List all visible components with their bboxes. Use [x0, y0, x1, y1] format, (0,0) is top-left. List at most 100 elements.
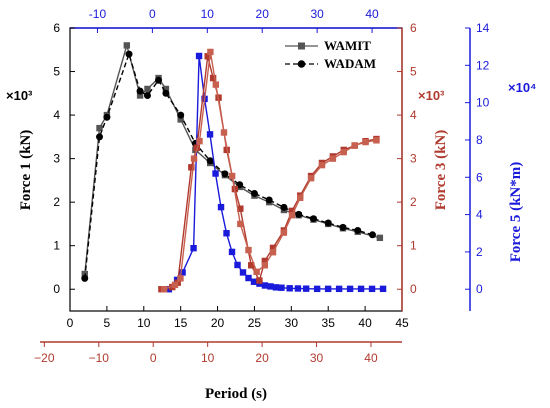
data-point — [144, 85, 151, 93]
data-point — [204, 53, 211, 60]
data-point — [272, 284, 280, 291]
data-point — [250, 278, 258, 285]
left-tick-label: 5 — [53, 65, 60, 79]
left-tick-label: 6 — [53, 21, 60, 35]
bottom-tick-label: 20 — [211, 316, 225, 330]
data-point — [136, 92, 144, 99]
data-point — [379, 285, 387, 293]
right2-tick-label: 8 — [476, 133, 483, 147]
data-point — [212, 81, 220, 88]
right2-axis-title: Force 5 (kN*m) — [508, 162, 524, 263]
top-tick-label: -10 — [89, 7, 107, 21]
data-point — [190, 155, 198, 162]
left-multiplier: ×10³ — [6, 88, 33, 103]
data-point — [248, 262, 255, 269]
bottom2-tick-label: 30 — [310, 351, 324, 365]
data-point — [280, 229, 288, 236]
data-point — [155, 76, 163, 84]
data-point — [253, 268, 260, 276]
left-tick-label: 3 — [53, 152, 60, 166]
right2-tick-label: 10 — [476, 96, 490, 110]
right1-tick-label: 6 — [410, 21, 417, 35]
data-point — [206, 131, 214, 138]
data-point — [261, 282, 269, 289]
legend: WAMIT WADAM — [285, 38, 376, 71]
data-point — [307, 175, 315, 182]
data-point — [162, 89, 170, 97]
data-point — [188, 164, 195, 171]
data-point — [368, 231, 376, 239]
data-point — [309, 215, 317, 223]
data-point — [313, 285, 321, 293]
data-point — [324, 285, 332, 293]
data-point — [286, 285, 293, 292]
right2-tick-label: 0 — [476, 282, 483, 296]
data-point — [302, 285, 310, 292]
data-point — [340, 148, 347, 156]
data-point — [217, 203, 225, 211]
right1-multiplier: ×10³ — [418, 88, 445, 103]
top-tick-label: 30 — [310, 7, 324, 21]
bottom-tick-label: 45 — [395, 316, 409, 330]
data-point — [339, 223, 347, 231]
left-axis-title: Force 1 (kN) — [18, 130, 34, 211]
data-point — [177, 116, 184, 123]
data-point — [245, 274, 252, 282]
data-point — [196, 138, 203, 145]
data-point — [351, 142, 358, 149]
data-point — [362, 138, 369, 146]
data-point — [103, 113, 111, 121]
right2-multiplier: ×10⁴ — [508, 80, 536, 95]
legend-marker-wamit — [298, 42, 305, 50]
right2-tick-label: 2 — [476, 245, 483, 259]
right1-tick-label: 3 — [410, 152, 417, 166]
x-axis-title: Period (s) — [205, 386, 267, 402]
series-line-3 — [161, 56, 377, 290]
bottom-tick-label: 25 — [248, 316, 262, 330]
right2-tick-label: 14 — [476, 21, 490, 35]
data-point — [324, 219, 332, 227]
data-point — [376, 234, 384, 242]
data-point — [267, 283, 274, 290]
data-point — [221, 170, 229, 178]
top-tick-label: 20 — [256, 7, 270, 21]
bottom-tick-label: 15 — [174, 316, 188, 330]
right1-tick-label: 2 — [410, 195, 417, 209]
right1-tick-label: 1 — [410, 239, 417, 253]
data-point — [329, 155, 337, 162]
bottom2-tick-label: 20 — [255, 351, 269, 365]
data-point — [165, 286, 173, 293]
data-point — [261, 257, 269, 265]
data-point — [318, 161, 326, 169]
bottom2-tick-label: 40 — [364, 351, 378, 365]
data-point — [190, 244, 197, 252]
right1-axis-title: Force 3 (kN) — [433, 130, 449, 211]
data-point — [239, 269, 247, 276]
bottom2-tick-label: −20 — [34, 351, 55, 365]
right1-tick-label: 0 — [410, 282, 417, 296]
right1-tick-label: 5 — [410, 65, 417, 79]
data-point — [136, 87, 144, 95]
data-point — [269, 244, 277, 252]
series-line-1 — [84, 51, 373, 279]
right2-tick-label: 4 — [476, 208, 483, 222]
bottom2-tick-label: 0 — [150, 351, 157, 365]
top-tick-label: 40 — [365, 7, 379, 21]
data-point — [288, 207, 296, 215]
left-tick-label: 0 — [53, 282, 60, 296]
bottom2-tick-label: −10 — [89, 351, 110, 365]
bottom-tick-label: 35 — [322, 316, 336, 330]
data-point — [143, 91, 151, 99]
data-point — [96, 124, 103, 132]
bottom2-tick-label: 10 — [201, 351, 215, 365]
data-point — [335, 285, 343, 293]
data-point — [228, 248, 236, 256]
bottom-tick-label: 5 — [104, 316, 111, 330]
data-point — [250, 189, 258, 197]
data-point — [223, 230, 230, 237]
bottom-tick-label: 30 — [285, 316, 299, 330]
data-point — [177, 275, 184, 282]
data-point — [354, 226, 362, 234]
data-point — [162, 85, 170, 93]
